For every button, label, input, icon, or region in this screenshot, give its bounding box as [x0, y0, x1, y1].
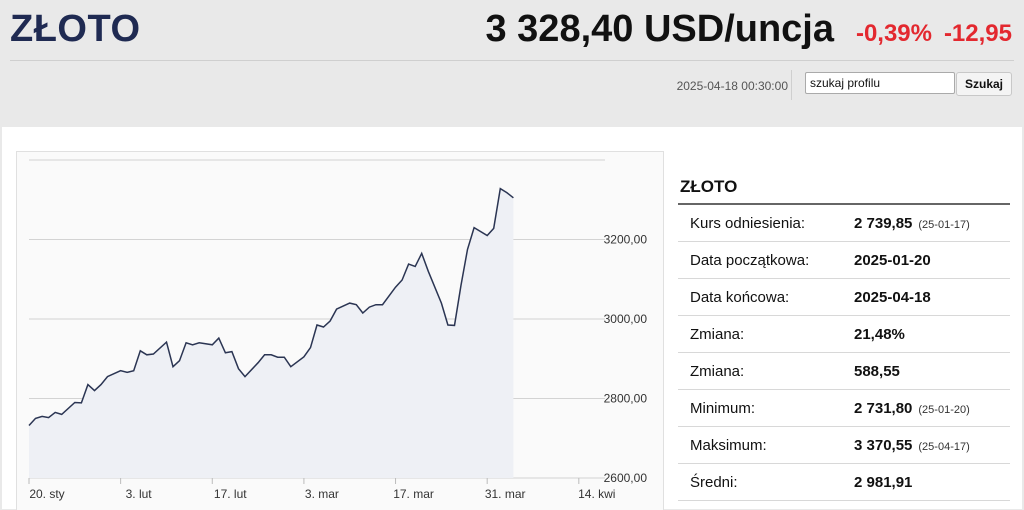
header-bar: ZŁOTO 3 328,40 USD/uncja -0,39% -12,95 2…	[0, 0, 1024, 106]
x-tick-label: 3. lut	[126, 487, 153, 501]
stats-row: Zmiana: 21,48%	[678, 316, 1010, 353]
search-button[interactable]: Szukaj	[956, 72, 1012, 96]
stats-row: Minimum: 2 731,80 (25-01-20)	[678, 390, 1010, 427]
stats-row: Kurs odniesienia: 2 739,85 (25-01-17)	[678, 205, 1010, 242]
stats-value: 2 739,85 (25-01-17)	[854, 215, 970, 232]
change-percent: -0,39%	[855, 20, 932, 47]
x-tick-label: 3. mar	[305, 487, 339, 501]
series-line	[28, 187, 514, 427]
stats-value-text: 588,55	[854, 363, 900, 380]
stats-value-text: 2025-01-20	[854, 252, 931, 269]
x-tick-label: 17. lut	[214, 487, 247, 501]
stats-panel: ZŁOTO Kurs odniesienia: 2 739,85 (25-01-17…	[678, 175, 1010, 501]
chart-svg: 3200,00 3000,00 2800,00 2600,00 20. sty 3. l…	[28, 159, 648, 501]
stats-value: 21,48%	[854, 326, 905, 343]
main-content: 3200,00 3000,00 2800,00 2600,00 20. sty 3. l…	[2, 127, 1022, 510]
y-tick-label: 2800,00	[604, 392, 648, 406]
stats-value: 2025-04-18	[854, 289, 931, 306]
stats-row: Data początkowa: 2025-01-20	[678, 242, 1010, 279]
stats-label: Średni:	[690, 474, 738, 491]
stats-value: 2 981,91	[854, 474, 912, 491]
stats-value: 588,55	[854, 363, 900, 380]
stats-value: 3 370,55 (25-04-17)	[854, 437, 970, 454]
stats-row: Maksimum: 3 370,55 (25-04-17)	[678, 427, 1010, 464]
search-separator	[791, 70, 792, 100]
stats-table: Kurs odniesienia: 2 739,85 (25-01-17) Data …	[678, 205, 1010, 501]
header-divider	[10, 60, 1014, 61]
y-tick-label: 3200,00	[604, 233, 648, 247]
stats-label: Minimum:	[690, 400, 756, 417]
timestamp: 2025-04-18 00:30:00	[676, 79, 788, 93]
stats-date: (25-01-20)	[918, 404, 970, 416]
x-tick-label: 14. kwi	[578, 487, 615, 501]
stats-label: Data końcowa:	[690, 289, 790, 306]
stats-row: Średni: 2 981,91	[678, 464, 1010, 501]
stats-title: ZŁOTO	[678, 175, 1010, 205]
x-tick-label: 31. mar	[485, 487, 526, 501]
stats-row: Zmiana: 588,55	[678, 353, 1010, 390]
series-area	[29, 188, 514, 478]
stats-row: Data końcowa: 2025-04-18	[678, 279, 1010, 316]
stats-label: Kurs odniesienia:	[690, 215, 806, 232]
stats-value-text: 2025-04-18	[854, 289, 931, 306]
stats-label: Zmiana:	[690, 326, 745, 343]
stats-value: 2025-01-20	[854, 252, 931, 269]
page-title: ZŁOTO	[10, 8, 141, 50]
stats-label: Maksimum:	[690, 437, 767, 454]
y-tick-label: 3000,00	[604, 312, 648, 326]
stats-date: (25-04-17)	[918, 441, 970, 453]
stats-value-text: 2 739,85	[854, 215, 913, 232]
stats-value: 2 731,80 (25-01-20)	[854, 400, 970, 417]
stats-value-text: 2 731,80	[854, 400, 913, 417]
current-price: 3 328,40 USD/uncja	[485, 8, 834, 50]
y-axis: 3200,00 3000,00 2800,00 2600,00	[604, 233, 648, 486]
stats-value-text: 2 981,91	[854, 474, 913, 491]
price-chart[interactable]: 3200,00 3000,00 2800,00 2600,00 20. sty 3. l…	[16, 151, 664, 510]
change-absolute: -12,95	[943, 20, 1012, 47]
x-axis: 20. sty 3. lut 17. lut 3. mar 17. mar 31. mar…	[28, 478, 615, 501]
search-input[interactable]	[805, 72, 955, 94]
stats-label: Data początkowa:	[690, 252, 810, 269]
y-tick-label: 2600,00	[604, 471, 648, 485]
stats-label: Zmiana:	[690, 363, 745, 380]
stats-value-text: 21,48%	[854, 326, 905, 343]
stats-value-text: 3 370,55	[854, 437, 913, 454]
x-tick-label: 20. sty	[29, 487, 64, 501]
stats-date: (25-01-17)	[918, 219, 970, 231]
x-tick-label: 17. mar	[393, 487, 434, 501]
